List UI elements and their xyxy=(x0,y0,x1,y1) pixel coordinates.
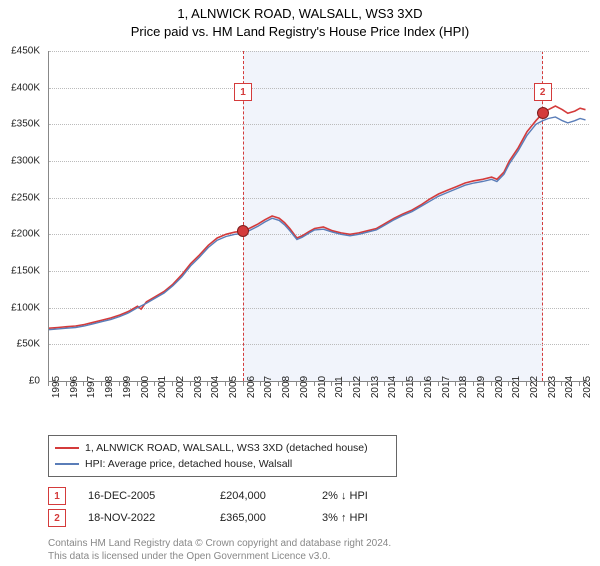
y-tick-label: £400K xyxy=(0,82,40,93)
transaction-marker-dot xyxy=(537,107,549,119)
transaction-number-box: 1 xyxy=(48,487,66,505)
footer-line-1: Contains HM Land Registry data © Crown c… xyxy=(48,537,600,550)
x-tick-label: 2000 xyxy=(140,376,151,398)
x-tick-label: 2024 xyxy=(564,376,575,398)
plot-region: 12 xyxy=(48,51,589,382)
x-tick-label: 2002 xyxy=(175,376,186,398)
transaction-date: 16-DEC-2005 xyxy=(88,490,198,502)
x-tick-label: 2021 xyxy=(511,376,522,398)
transaction-price: £365,000 xyxy=(220,512,300,524)
x-tick-label: 2016 xyxy=(423,376,434,398)
y-tick-label: £300K xyxy=(0,156,40,167)
y-tick-label: £150K xyxy=(0,266,40,277)
x-tick-label: 2017 xyxy=(441,376,452,398)
y-tick-label: £450K xyxy=(0,46,40,57)
series-price_paid xyxy=(49,106,586,328)
x-tick-label: 2015 xyxy=(405,376,416,398)
x-tick-label: 1998 xyxy=(104,376,115,398)
x-tick-label: 2003 xyxy=(193,376,204,398)
y-tick-label: £350K xyxy=(0,119,40,130)
x-tick-label: 2012 xyxy=(352,376,363,398)
y-tick-label: £200K xyxy=(0,229,40,240)
legend-item: 1, ALNWICK ROAD, WALSALL, WS3 3XD (detac… xyxy=(55,440,390,456)
footer-line-2: This data is licensed under the Open Gov… xyxy=(48,550,600,563)
legend-item: HPI: Average price, detached house, Wals… xyxy=(55,456,390,472)
x-tick-label: 2009 xyxy=(299,376,310,398)
transaction-price: £204,000 xyxy=(220,490,300,502)
transaction-table: 1 16-DEC-2005 £204,000 2% ↓ HPI 2 18-NOV-2022… xyxy=(48,485,600,529)
x-tick-label: 2010 xyxy=(317,376,328,398)
chart-area: £0 £50K £100K £150K £200K £250K £300K £350K £400… xyxy=(0,43,600,433)
transaction-delta: 2% ↓ HPI xyxy=(322,490,402,502)
x-tick-label: 1997 xyxy=(86,376,97,398)
chart-title-address: 1, ALNWICK ROAD, WALSALL, WS3 3XD xyxy=(0,6,600,21)
x-tick-label: 1999 xyxy=(122,376,133,398)
x-tick-label: 2013 xyxy=(370,376,381,398)
legend-label: HPI: Average price, detached house, Wals… xyxy=(85,458,292,470)
chart-container: 1, ALNWICK ROAD, WALSALL, WS3 3XD Price … xyxy=(0,6,600,566)
legend: 1, ALNWICK ROAD, WALSALL, WS3 3XD (detac… xyxy=(48,435,397,477)
x-tick-label: 1995 xyxy=(51,376,62,398)
chart-title-subtitle: Price paid vs. HM Land Registry's House … xyxy=(0,24,600,39)
transaction-row: 1 16-DEC-2005 £204,000 2% ↓ HPI xyxy=(48,485,600,507)
y-tick-label: £50K xyxy=(0,339,40,350)
x-tick-label: 2007 xyxy=(263,376,274,398)
transaction-date: 18-NOV-2022 xyxy=(88,512,198,524)
x-tick-label: 2020 xyxy=(494,376,505,398)
series-hpi xyxy=(49,117,586,330)
x-tick-label: 1996 xyxy=(69,376,80,398)
transaction-number-box: 2 xyxy=(48,509,66,527)
y-tick-label: £100K xyxy=(0,302,40,313)
x-tick-label: 2004 xyxy=(210,376,221,398)
x-tick-label: 2014 xyxy=(387,376,398,398)
x-tick-label: 2011 xyxy=(334,376,345,398)
x-tick-label: 2022 xyxy=(529,376,540,398)
transaction-marker-box: 1 xyxy=(234,83,252,101)
x-axis-labels: 1995199619971998199920002001200220032004… xyxy=(48,383,588,433)
footer-attribution: Contains HM Land Registry data © Crown c… xyxy=(48,537,600,563)
line-series xyxy=(49,51,589,381)
legend-swatch xyxy=(55,463,79,465)
transaction-row: 2 18-NOV-2022 £365,000 3% ↑ HPI xyxy=(48,507,600,529)
legend-swatch xyxy=(55,447,79,449)
y-tick-label: £250K xyxy=(0,192,40,203)
x-tick-label: 2001 xyxy=(157,376,168,398)
x-tick-label: 2023 xyxy=(547,376,558,398)
x-tick-label: 2005 xyxy=(228,376,239,398)
x-tick-label: 2006 xyxy=(246,376,257,398)
x-tick-label: 2008 xyxy=(281,376,292,398)
legend-label: 1, ALNWICK ROAD, WALSALL, WS3 3XD (detac… xyxy=(85,442,368,454)
transaction-delta: 3% ↑ HPI xyxy=(322,512,402,524)
transaction-marker-box: 2 xyxy=(534,83,552,101)
transaction-marker-dot xyxy=(237,225,249,237)
x-tick-label: 2018 xyxy=(458,376,469,398)
x-tick-label: 2025 xyxy=(582,376,593,398)
y-tick-label: £0 xyxy=(0,376,40,387)
y-axis-labels: £0£50K£100K£150K£200K£250K£300K£350K£400… xyxy=(0,51,44,381)
x-tick-label: 2019 xyxy=(476,376,487,398)
